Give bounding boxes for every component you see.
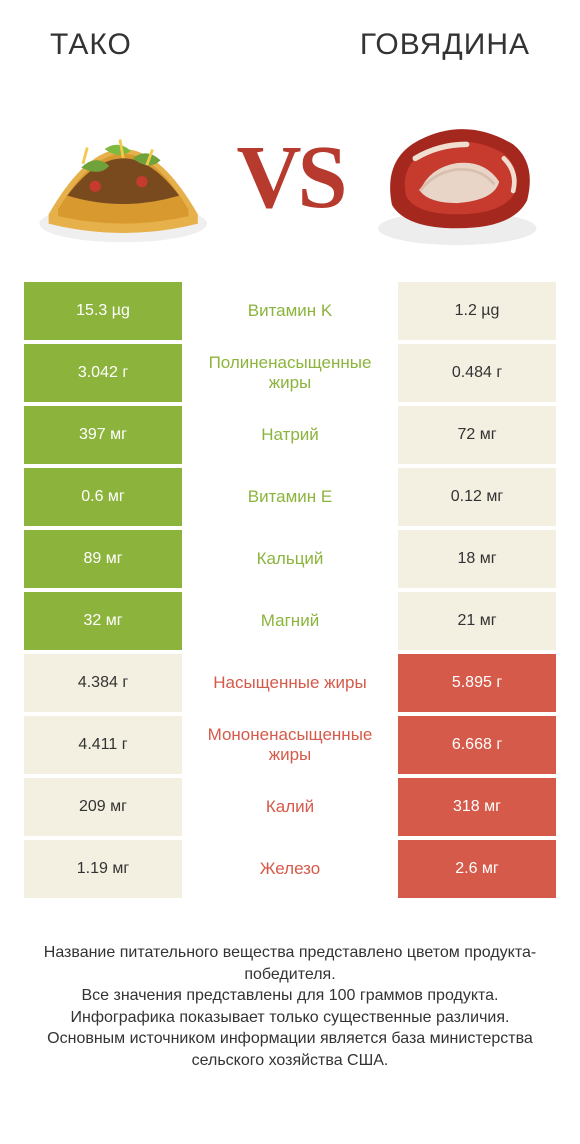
nutrient-row: 89 мгКальций18 мг (24, 530, 556, 588)
header: ТАКО ГОВЯДИНА (0, 0, 580, 72)
nutrient-row: 209 мгКалий318 мг (24, 778, 556, 836)
left-value: 3.042 г (24, 344, 182, 402)
nutrient-row: 397 мгНатрий72 мг (24, 406, 556, 464)
nutrient-label: Натрий (182, 406, 398, 464)
footer-notes: Название питательного вещества представл… (0, 902, 580, 1072)
right-value: 21 мг (398, 592, 556, 650)
infographic-container: ТАКО ГОВЯДИНА VS (0, 0, 580, 1072)
nutrient-label: Магний (182, 592, 398, 650)
footer-line: Название питательного вещества представл… (30, 942, 550, 985)
footer-line: Основным источником информации является … (30, 1028, 550, 1071)
nutrient-label: Калий (182, 778, 398, 836)
left-value: 32 мг (24, 592, 182, 650)
taco-image (30, 97, 216, 257)
left-value: 89 мг (24, 530, 182, 588)
right-value: 2.6 мг (398, 840, 556, 898)
hero-row: VS (0, 72, 580, 282)
nutrient-table: 15.3 µgВитамин K1.2 µg3.042 гПолиненасыщ… (0, 282, 580, 898)
nutrient-label: Полиненасыщенные жиры (182, 344, 398, 402)
nutrient-label: Железо (182, 840, 398, 898)
left-food-title: ТАКО (50, 28, 132, 62)
left-value: 209 мг (24, 778, 182, 836)
nutrient-row: 3.042 гПолиненасыщенные жиры0.484 г (24, 344, 556, 402)
left-value: 0.6 мг (24, 468, 182, 526)
left-value: 15.3 µg (24, 282, 182, 340)
left-value: 4.411 г (24, 716, 182, 774)
nutrient-row: 32 мгМагний21 мг (24, 592, 556, 650)
nutrient-row: 1.19 мгЖелезо2.6 мг (24, 840, 556, 898)
nutrient-row: 15.3 µgВитамин K1.2 µg (24, 282, 556, 340)
footer-line: Инфографика показывает только существенн… (30, 1007, 550, 1029)
vs-label: VS (236, 126, 343, 229)
left-value: 1.19 мг (24, 840, 182, 898)
nutrient-row: 0.6 мгВитамин E0.12 мг (24, 468, 556, 526)
nutrient-label: Кальций (182, 530, 398, 588)
nutrient-label: Витамин E (182, 468, 398, 526)
right-value: 5.895 г (398, 654, 556, 712)
right-value: 0.484 г (398, 344, 556, 402)
right-value: 72 мг (398, 406, 556, 464)
beef-image (364, 97, 550, 257)
nutrient-label: Витамин K (182, 282, 398, 340)
nutrient-label: Насыщенные жиры (182, 654, 398, 712)
left-value: 4.384 г (24, 654, 182, 712)
right-value: 1.2 µg (398, 282, 556, 340)
nutrient-row: 4.411 гМононенасыщенные жиры6.668 г (24, 716, 556, 774)
right-value: 18 мг (398, 530, 556, 588)
right-food-title: ГОВЯДИНА (360, 28, 530, 62)
footer-line: Все значения представлены для 100 граммо… (30, 985, 550, 1007)
nutrient-label: Мононенасыщенные жиры (182, 716, 398, 774)
right-value: 0.12 мг (398, 468, 556, 526)
right-value: 318 мг (398, 778, 556, 836)
left-value: 397 мг (24, 406, 182, 464)
right-value: 6.668 г (398, 716, 556, 774)
nutrient-row: 4.384 гНасыщенные жиры5.895 г (24, 654, 556, 712)
